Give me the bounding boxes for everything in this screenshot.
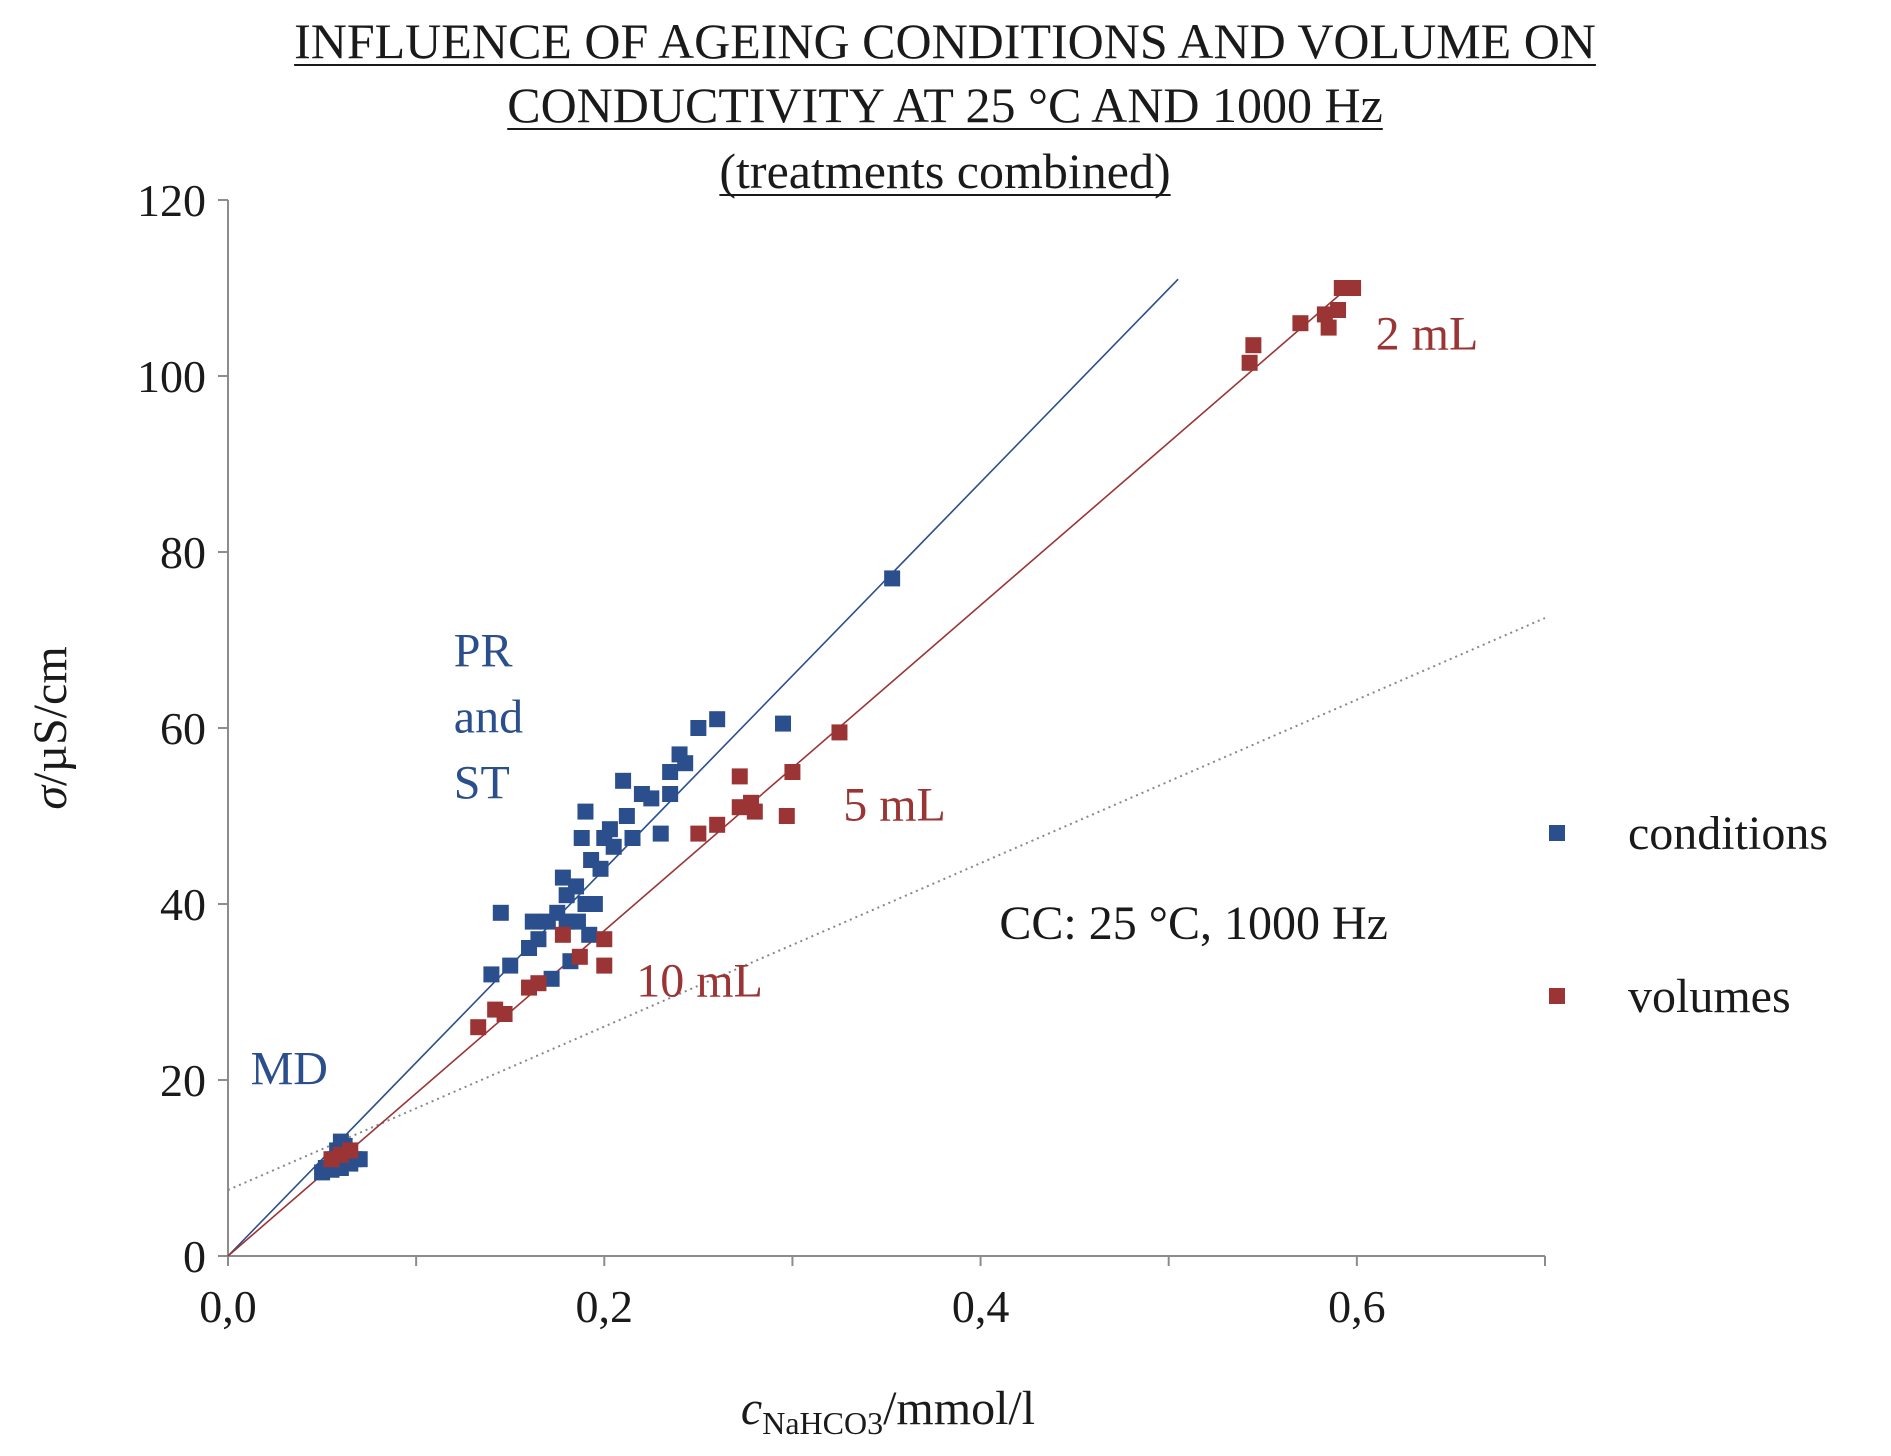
y-tick-label: 100 <box>137 351 206 402</box>
chart-title-line: (treatments combined) <box>719 143 1170 199</box>
annotation-pr: PR <box>454 624 513 677</box>
y-ticks: 0 20 40 60 80 100 120 <box>137 175 228 1282</box>
annotation-v10: 10 mL <box>636 954 763 1007</box>
y-axis-label-var: σ <box>24 784 77 810</box>
point-conditions <box>524 913 541 930</box>
x-tick-label: 0,0 <box>199 1281 257 1332</box>
legend-label-conditions: conditions <box>1628 807 1828 860</box>
plot-axes <box>227 200 1545 1257</box>
annotation-v2: 2 mL <box>1376 308 1479 361</box>
y-tick-label: 20 <box>160 1055 206 1106</box>
point-conditions <box>709 711 726 728</box>
x-axis-label-unit: /mmol/l <box>883 1382 1035 1435</box>
point-conditions <box>581 926 598 943</box>
point-conditions <box>601 821 618 838</box>
point-conditions <box>573 830 590 846</box>
annotations: PR and ST MD 2 mL 5 mL 10 mL CC: 25 °C, 1000 Hz <box>251 308 1479 1096</box>
annotation-cc: CC: 25 °C, 1000 Hz <box>999 897 1388 950</box>
point-conditions <box>592 860 609 877</box>
point-volumes <box>731 768 748 785</box>
legend-label-volumes: volumes <box>1628 970 1791 1023</box>
annotation-v5: 5 mL <box>843 778 946 831</box>
point-conditions <box>530 931 547 948</box>
y-tick-label: 60 <box>160 703 206 754</box>
point-conditions <box>586 896 603 912</box>
point-volumes <box>1245 337 1262 354</box>
point-volumes <box>1320 319 1337 336</box>
point-conditions <box>624 830 641 846</box>
data-points <box>314 280 1362 1181</box>
point-conditions <box>690 720 707 736</box>
point-volumes <box>1345 280 1362 296</box>
point-conditions <box>677 755 694 772</box>
point-conditions <box>652 825 669 842</box>
point-volumes <box>690 825 707 842</box>
x-axis-label: cNaHCO3/mmol/l <box>741 1382 1035 1441</box>
point-conditions <box>662 764 679 780</box>
y-tick-label: 0 <box>183 1231 206 1282</box>
point-volumes <box>571 948 588 965</box>
point-volumes <box>784 764 801 780</box>
legend-marker-volumes <box>1549 988 1565 1004</box>
point-conditions <box>775 715 792 732</box>
point-volumes <box>496 1006 513 1022</box>
legend: conditions volumes <box>1549 807 1828 1023</box>
point-volumes <box>470 1019 487 1036</box>
x-ticks: 0,0 0,2 0,4 0,6 <box>199 1256 1546 1332</box>
x-tick-label: 0,6 <box>1328 1281 1386 1332</box>
point-conditions <box>618 808 635 824</box>
y-tick-label: 40 <box>160 879 206 930</box>
x-axis-label-sub: NaHCO3 <box>762 1405 883 1441</box>
point-volumes <box>530 975 547 992</box>
point-conditions <box>568 878 585 895</box>
point-conditions <box>884 570 901 587</box>
annotation-pr: ST <box>454 756 510 809</box>
point-volumes <box>778 808 795 824</box>
point-conditions <box>502 957 519 974</box>
point-conditions <box>662 786 679 802</box>
point-conditions <box>554 869 571 886</box>
point-conditions <box>577 803 594 820</box>
point-volumes <box>1316 306 1333 323</box>
chart-title-line: INFLUENCE OF AGEING CONDITIONS AND VOLUM… <box>294 13 1596 69</box>
point-volumes <box>1292 315 1309 332</box>
chart-title-line: CONDUCTIVITY AT 25 °C AND 1000 Hz <box>507 77 1383 133</box>
y-axis-label: σ/µS/cm <box>24 646 77 809</box>
y-axis-label-unit: /µS/cm <box>24 646 77 786</box>
point-volumes <box>746 803 763 820</box>
point-volumes <box>596 957 613 974</box>
fit-line-conditions <box>227 278 1179 1257</box>
point-conditions <box>615 772 632 789</box>
point-volumes <box>1241 354 1258 371</box>
chart-title: INFLUENCE OF AGEING CONDITIONS AND VOLUM… <box>294 13 1596 199</box>
x-tick-label: 0,4 <box>952 1281 1010 1332</box>
y-tick-label: 80 <box>160 527 206 578</box>
point-conditions <box>643 790 660 807</box>
annotation-pr: and <box>454 690 523 743</box>
point-conditions <box>492 904 509 921</box>
annotation-md: MD <box>251 1042 328 1095</box>
axis-labels: cNaHCO3/mmol/l σ/µS/cm <box>24 646 1035 1441</box>
point-conditions <box>605 838 622 855</box>
x-tick-label: 0,2 <box>576 1281 634 1332</box>
title-underlines <box>294 64 1596 196</box>
point-conditions <box>483 966 500 983</box>
point-volumes <box>554 926 571 943</box>
y-tick-label: 120 <box>137 175 206 226</box>
point-volumes <box>1330 302 1347 318</box>
point-volumes <box>342 1142 359 1159</box>
point-volumes <box>831 724 848 741</box>
legend-marker-conditions <box>1549 825 1565 841</box>
point-conditions <box>569 913 586 930</box>
point-volumes <box>596 931 613 948</box>
x-axis-label-var: c <box>741 1382 762 1435</box>
point-conditions <box>543 970 560 987</box>
point-volumes <box>709 816 726 833</box>
